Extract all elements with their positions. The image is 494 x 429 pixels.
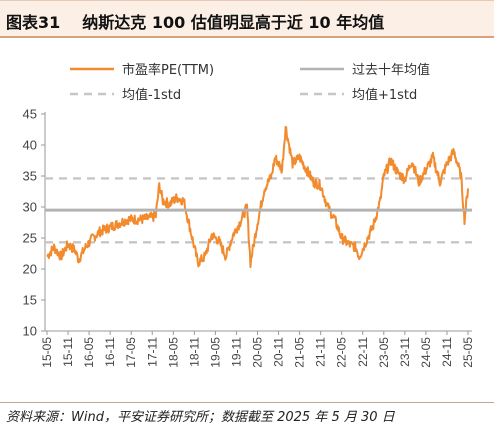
legend-plus-std-label: 均值+1std [352, 87, 417, 103]
x-tick-label: 19-05 [208, 337, 222, 368]
axes: 10 15 20 25 30 35 40 45 15-05 15-11 16-05 16-11 17-0… [23, 107, 475, 368]
x-tick-label: 21-05 [293, 337, 307, 368]
x-tick-label: 24-05 [419, 337, 433, 368]
x-tick-label: 16-11 [103, 337, 117, 367]
y-tick-label: 25 [23, 231, 37, 246]
series-layer [45, 125, 472, 269]
source-note: 资料来源：Wind，平安证券研究所；数据截至 2025 年 5 月 30 日 [6, 410, 395, 425]
y-tick-label: 45 [23, 107, 37, 122]
y-tick-label: 15 [23, 293, 37, 308]
x-tick-label: 17-11 [145, 337, 159, 367]
y-tick-label: 10 [23, 324, 37, 339]
legend-pe-label: 市盈率PE(TTM) [122, 62, 214, 78]
figure-title: 纳斯达克 100 估值明显高于近 10 年均值 [82, 13, 385, 32]
x-tick-label: 18-11 [187, 337, 201, 367]
x-tick-label: 23-11 [398, 337, 412, 367]
y-tick-label: 20 [23, 262, 37, 277]
title-bar: 图表31 纳斯达克 100 估值明显高于近 10 年均值 [0, 0, 494, 36]
x-tick-label: 20-05 [251, 337, 265, 368]
x-tick-label: 15-11 [61, 337, 75, 367]
x-tick-label: 21-11 [314, 337, 328, 367]
y-tick-label: 40 [23, 138, 37, 153]
y-tick-label: 35 [23, 169, 37, 184]
x-tick-label: 16-05 [82, 337, 96, 368]
x-tick-label: 23-05 [377, 337, 391, 368]
x-tick-label: 24-11 [440, 337, 454, 367]
x-tick-label: 22-05 [335, 337, 349, 368]
title-underline [0, 36, 494, 38]
footer-rule [0, 402, 494, 403]
x-tick-label: 15-05 [40, 337, 54, 368]
y-tick-label: 30 [23, 200, 37, 215]
x-tick-label: 22-11 [356, 337, 370, 367]
x-tick-label: 19-11 [229, 337, 243, 367]
chart-title: 图表31 纳斯达克 100 估值明显高于近 10 年均值 [6, 9, 384, 33]
x-tick-label: 17-05 [124, 337, 138, 368]
legend-minus-std-label: 均值-1std [122, 87, 181, 103]
x-tick-label: 18-05 [166, 337, 180, 368]
x-tick-label: 25-05 [461, 337, 475, 368]
legend-mean-label: 过去十年均值 [352, 62, 430, 78]
figure-label: 图表31 [6, 13, 61, 32]
pe-ttm-line [46, 125, 469, 269]
x-tick-label: 20-11 [272, 337, 286, 367]
